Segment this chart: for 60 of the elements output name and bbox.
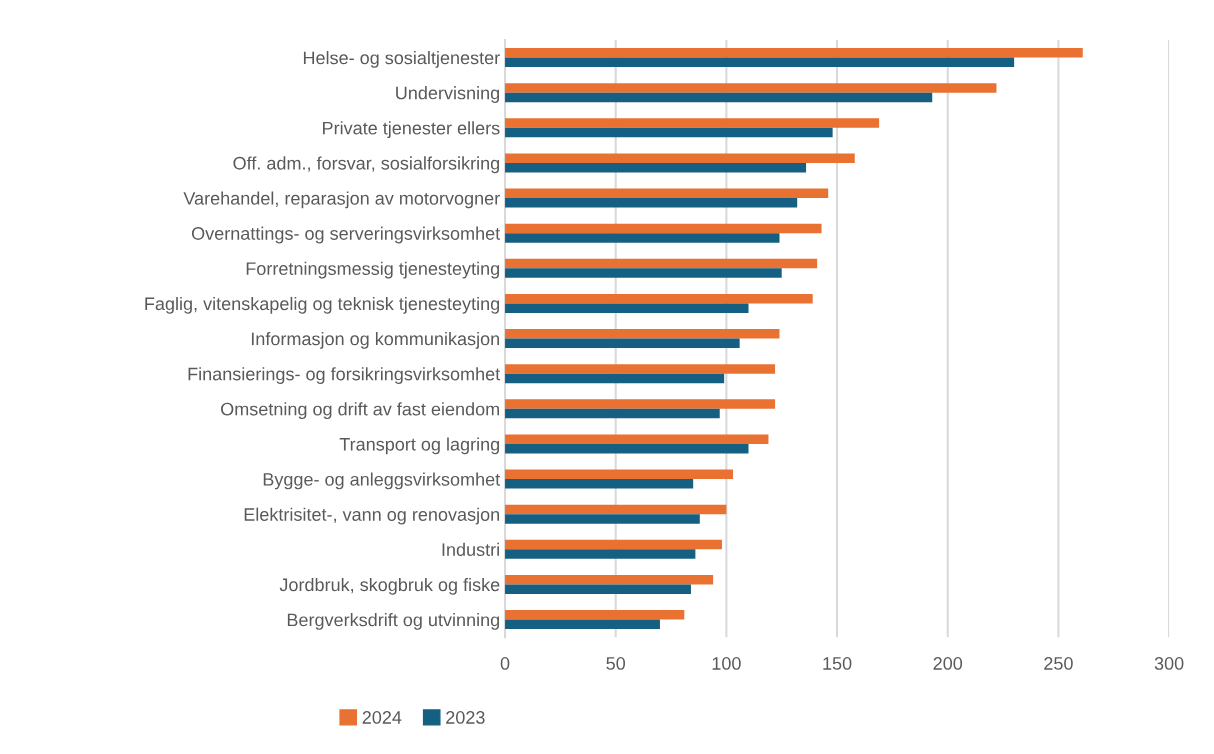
bar: [505, 303, 749, 313]
bar: [505, 373, 725, 384]
y-tick-label: Bergverksdrift og utvinning: [287, 613, 500, 630]
x-tick-label: 100: [712, 657, 741, 670]
bar: [505, 399, 776, 409]
y-tick-label: Industri: [442, 542, 499, 557]
bar: [505, 329, 780, 339]
bar: [505, 514, 700, 524]
bar: [505, 127, 833, 138]
x-tick-label: 300: [1154, 657, 1184, 670]
bar: [505, 504, 727, 515]
bar: [505, 92, 933, 103]
bar: [505, 48, 1083, 58]
bar: [505, 233, 780, 243]
bar: [505, 83, 997, 93]
bar: [505, 162, 807, 173]
bar: [505, 584, 691, 594]
legend-label: 2024: [362, 711, 402, 724]
x-tick-label: 50: [606, 657, 626, 670]
y-tick-label: Off. adm., forsvar, sosialforsikring: [233, 156, 500, 174]
y-tick-label: Finansierings- og forsikringsvirksomhet: [188, 367, 501, 384]
bar: [505, 338, 740, 349]
y-tick-label: Informasjon og kommunikasjon: [251, 332, 500, 349]
bar: [505, 469, 734, 480]
y-tick-label: Elektrisitet-, vann og renovasjon: [244, 507, 500, 525]
y-tick-label: Overnattings- og serveringsvirksomhet: [191, 226, 501, 244]
y-tick-label: Undervisning: [396, 86, 500, 103]
bar: [505, 153, 855, 163]
bar: [505, 610, 685, 620]
x-tick-label: 150: [823, 657, 852, 670]
y-tick-label: Jordbruk, skogbruk og fiske: [279, 577, 500, 595]
y-tick-label: Bygge- og anleggsvirksomhet: [263, 472, 501, 490]
bar: [505, 293, 813, 304]
y-tick-label: Forretningsmessig tjenesteyting: [246, 261, 500, 279]
bar: [505, 57, 1015, 68]
y-tick-label: Varehandel, reparasjon av motorvogner: [183, 191, 500, 209]
bar: [505, 408, 720, 419]
bar: [505, 434, 769, 444]
legend-label: 2023: [446, 711, 485, 724]
bar: [505, 539, 722, 550]
bar: [505, 364, 776, 374]
bar: [505, 118, 880, 128]
x-tick-label: 250: [1044, 657, 1073, 670]
y-tick-label: Faglig, vitenskapelig og teknisk tjenesteyting: [145, 296, 500, 314]
bar: [505, 574, 714, 585]
bar: [505, 268, 782, 278]
x-tick-label: 200: [933, 657, 963, 670]
bar: [505, 549, 696, 559]
bar: [505, 223, 822, 234]
y-tick-label: Helse- og sosialtjenester: [303, 50, 500, 68]
bar: [505, 188, 829, 199]
bar: [505, 619, 660, 630]
x-tick-label: 0: [500, 657, 510, 670]
bar: [505, 443, 749, 454]
bar: [505, 198, 798, 208]
bar: [505, 479, 694, 489]
y-tick-label: Private tjenester ellers: [323, 121, 500, 139]
bar: [505, 258, 818, 269]
y-tick-label: Transport og lagring: [339, 437, 500, 455]
y-tick-label: Omsetning og drift av fast eiendom: [221, 402, 499, 420]
